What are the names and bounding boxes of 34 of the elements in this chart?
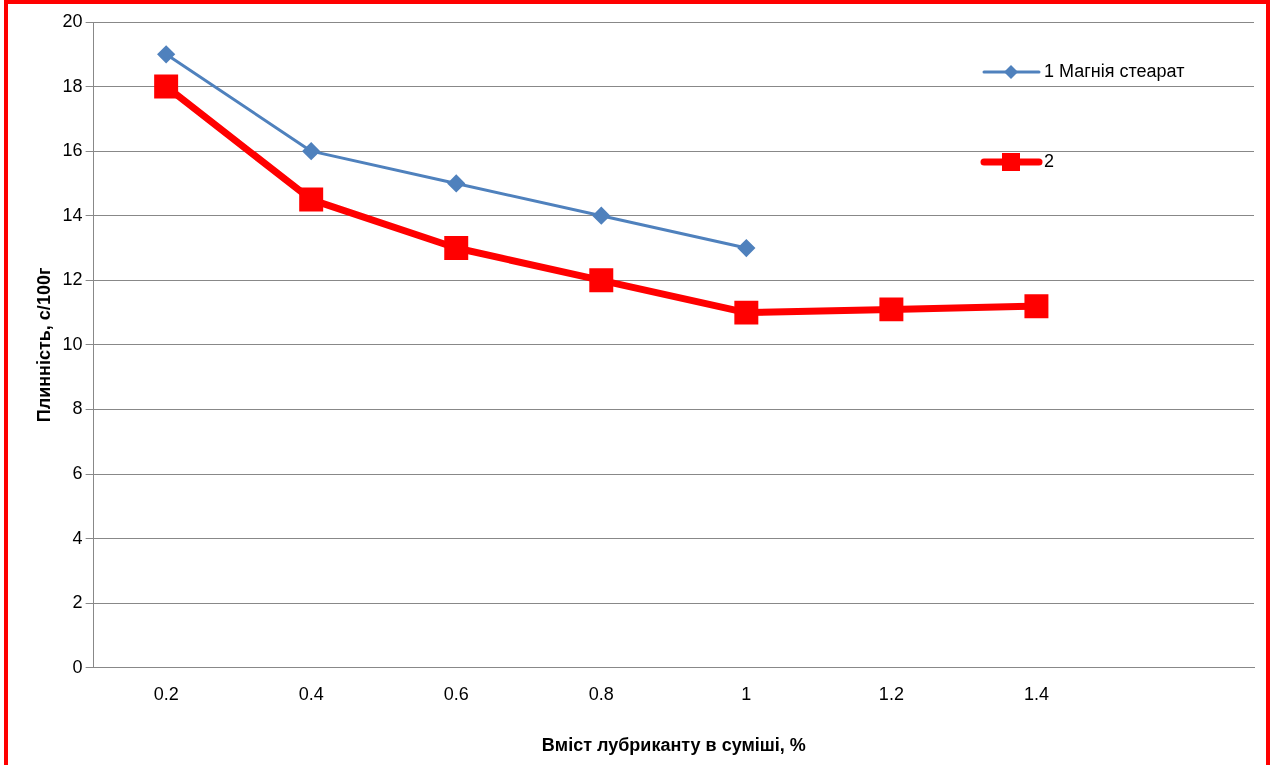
point — [879, 297, 904, 322]
x-tick-label: 0.8 — [588, 683, 614, 704]
point — [157, 45, 175, 63]
y-tick-label: 4 — [72, 527, 83, 548]
y-tick-label: 14 — [62, 204, 83, 225]
point — [447, 174, 465, 192]
x-tick-label: 0.2 — [153, 683, 179, 704]
y-tick-label: 18 — [62, 75, 83, 96]
y-tick-label: 20 — [62, 10, 83, 31]
y-tick-label: 10 — [62, 333, 83, 354]
x-tick-label: 0.6 — [443, 683, 469, 704]
point — [589, 268, 614, 293]
y-tick-label: 6 — [72, 463, 83, 484]
point — [299, 187, 324, 212]
y-axis-title: Плинність, с/100г — [33, 267, 54, 423]
x-tick-label: 1.2 — [878, 683, 904, 704]
legend-label: 1 Магнія стеарат — [1044, 60, 1185, 81]
y-tick-label: 16 — [62, 140, 83, 161]
y-tick-label: 12 — [62, 269, 83, 290]
point — [302, 142, 320, 160]
point — [592, 207, 610, 225]
x-tick-label: 1.4 — [1023, 683, 1049, 704]
point — [154, 74, 179, 99]
y-tick-label: 0 — [72, 656, 83, 677]
point — [737, 239, 755, 257]
y-tick-label: 8 — [72, 398, 83, 419]
y-tick-label: 2 — [72, 592, 83, 613]
x-axis-title: Вміст лубриканту в суміші, % — [541, 735, 806, 756]
point — [1024, 294, 1049, 319]
x-tick-label: 0.4 — [298, 683, 324, 704]
point — [444, 236, 469, 261]
x-tick-label: 1 — [741, 683, 752, 704]
point — [734, 300, 759, 325]
legend-label: 2 — [1044, 150, 1055, 171]
